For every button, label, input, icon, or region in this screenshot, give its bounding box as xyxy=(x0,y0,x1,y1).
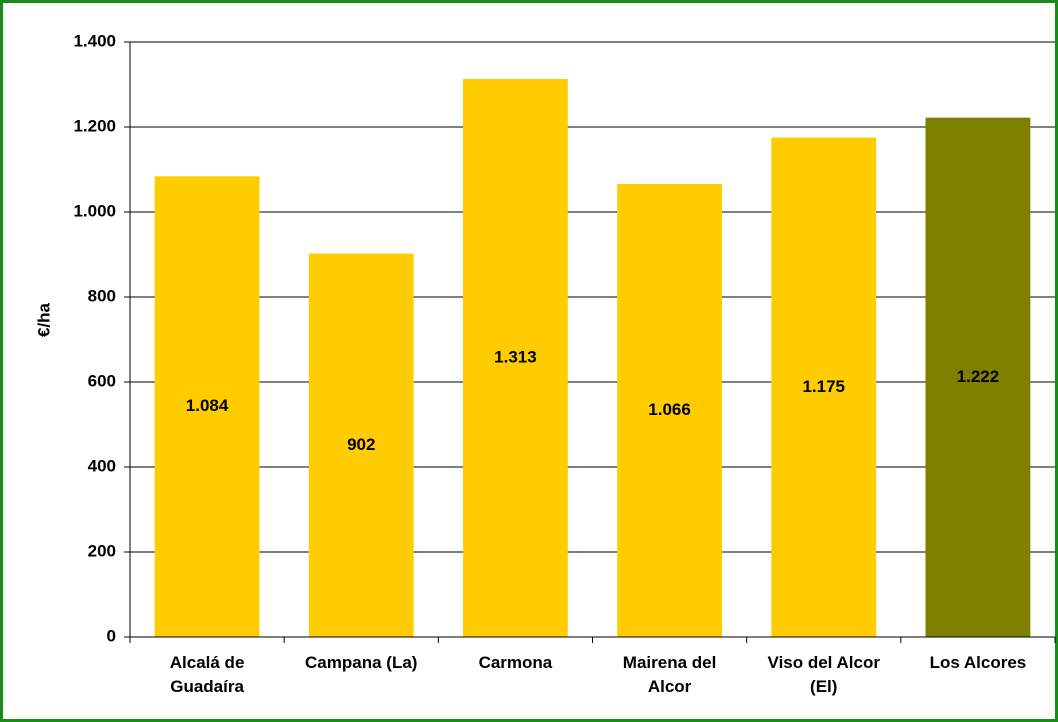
bar xyxy=(771,137,877,637)
bar xyxy=(154,176,260,638)
value-label: 1.222 xyxy=(957,367,1000,386)
y-tick-label: 1.000 xyxy=(73,201,116,220)
x-tick-label: Los Alcores xyxy=(929,653,1027,672)
bar xyxy=(463,78,568,638)
bar xyxy=(308,253,414,637)
y-tick-label: 200 xyxy=(88,541,116,560)
y-tick-label: 1.200 xyxy=(73,116,116,135)
bar xyxy=(925,117,1031,637)
value-label: 1.084 xyxy=(186,396,229,415)
y-tick-label: 600 xyxy=(88,371,116,390)
value-label: 1.066 xyxy=(648,400,691,419)
y-tick-label: 800 xyxy=(88,286,116,305)
value-label: 1.175 xyxy=(802,377,845,396)
y-tick-label: 400 xyxy=(88,456,116,475)
x-tick-label: Viso del Alcor (El) xyxy=(767,653,880,696)
x-tick-label: Carmona xyxy=(478,653,553,672)
x-tick-label: Alcalá de Guadaíra xyxy=(169,653,245,696)
bar xyxy=(617,183,722,637)
x-tick-label: Campana (La) xyxy=(305,653,418,672)
y-tick-label: 1.400 xyxy=(73,31,116,50)
y-axis-label: €/ha xyxy=(34,302,53,337)
y-tick-label: 0 xyxy=(107,626,116,645)
value-label: 1.313 xyxy=(494,347,537,366)
value-label: 902 xyxy=(347,435,375,454)
x-tick-label: Mairena del Alcor xyxy=(622,653,717,696)
